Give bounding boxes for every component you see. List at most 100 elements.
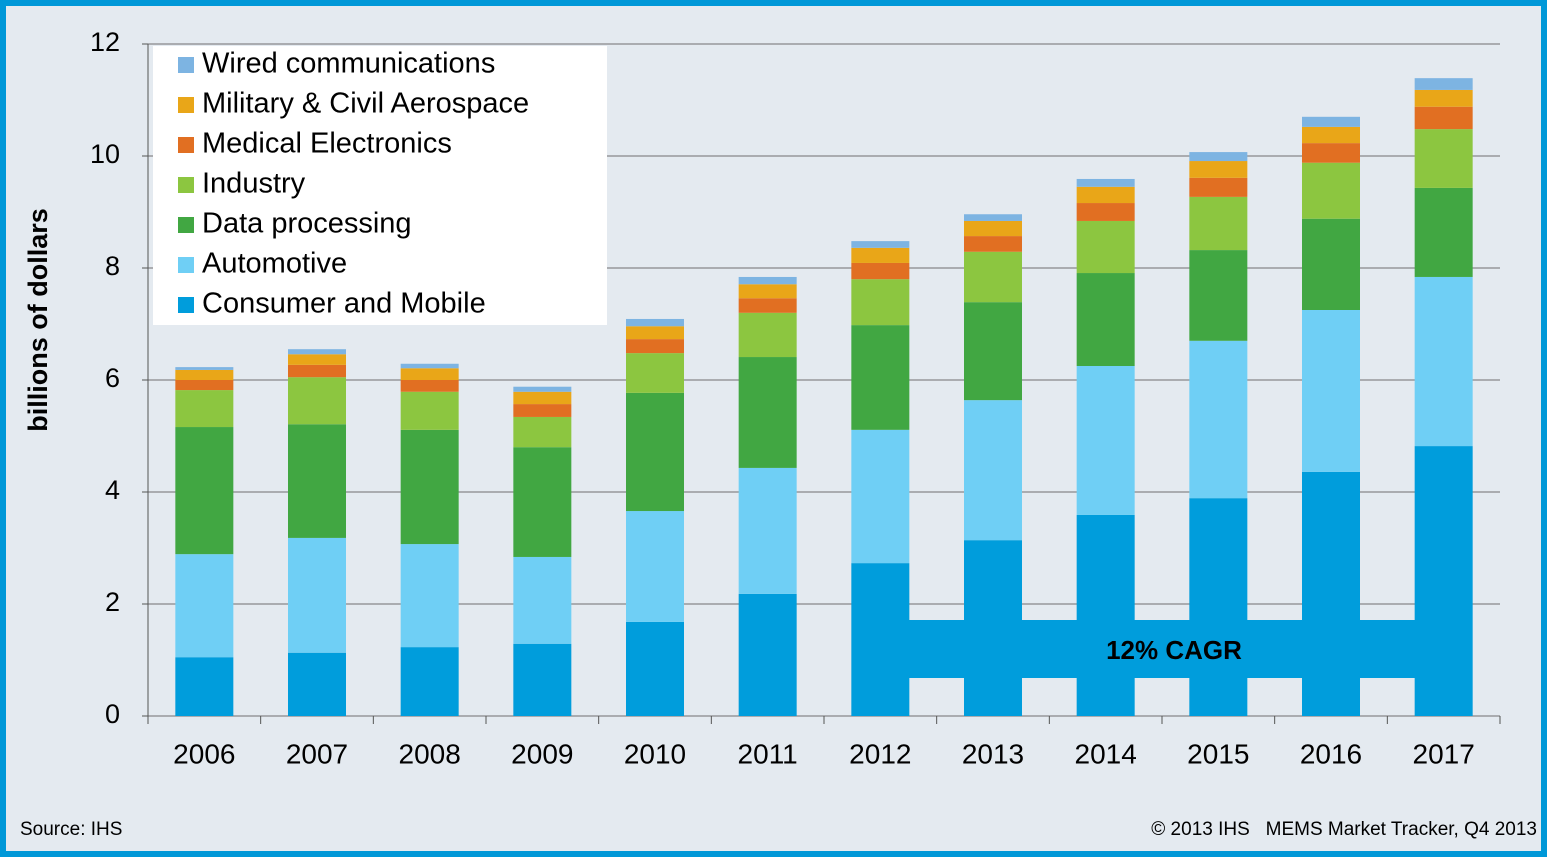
bar-segment	[851, 248, 909, 263]
x-tick-label: 2015	[1187, 738, 1249, 769]
y-tick-label: 0	[105, 699, 120, 729]
bar-segment	[513, 404, 571, 417]
bar-segment	[1302, 472, 1360, 716]
bar-segment	[1189, 197, 1247, 250]
legend-swatch	[178, 217, 194, 233]
bar-segment	[739, 313, 797, 357]
bar-segment	[851, 263, 909, 279]
bar-segment	[1415, 78, 1473, 90]
x-tick-label: 2008	[399, 738, 461, 769]
bar-segment	[288, 538, 346, 653]
bar-segment	[175, 390, 233, 427]
legend-label: Wired communications	[202, 48, 495, 80]
bar-segment	[964, 214, 1022, 221]
bar-segment	[513, 417, 571, 447]
bar-segment	[175, 657, 233, 716]
bar-segment	[739, 357, 797, 468]
bar-segment	[739, 468, 797, 594]
y-tick-label: 8	[105, 251, 120, 281]
bar-segment	[175, 380, 233, 390]
x-tick-label: 2013	[962, 738, 1024, 769]
bar-segment	[1302, 127, 1360, 143]
bar-segment	[288, 653, 346, 716]
bar-segment	[1302, 163, 1360, 219]
legend-swatch	[178, 97, 194, 113]
bar-segment	[288, 354, 346, 365]
legend-swatch	[178, 177, 194, 193]
bar-segment	[1415, 188, 1473, 277]
legend-label: Consumer and Mobile	[202, 288, 486, 320]
legend-swatch	[178, 257, 194, 273]
chart: 024681012 200620072008200920102011201220…	[0, 0, 1547, 857]
source: Source: IHS	[20, 819, 122, 840]
x-tick-label: 2006	[173, 738, 235, 769]
bar-segment	[1077, 221, 1135, 273]
bar-segment	[1302, 117, 1360, 127]
x-tick-label: 2012	[849, 738, 911, 769]
bar-segment	[1189, 178, 1247, 197]
x-tick-label: 2011	[738, 738, 798, 769]
bar-segment	[513, 392, 571, 404]
bar-segment	[1415, 129, 1473, 188]
bar-segment	[1077, 179, 1135, 187]
bar-segment	[626, 393, 684, 511]
bar-segment	[513, 644, 571, 716]
legend-swatch	[178, 57, 194, 73]
bar-segment	[851, 430, 909, 563]
legend-label: Military & Civil Aerospace	[202, 88, 529, 120]
bar-segment	[288, 424, 346, 538]
bar-segment	[401, 392, 459, 430]
bar-segment	[1077, 515, 1135, 716]
bar-segment	[401, 368, 459, 380]
legend-label: Automotive	[202, 248, 347, 280]
bar-segment	[175, 370, 233, 380]
credit: © 2013 IHS MEMS Market Tracker, Q4 2013	[1151, 819, 1537, 840]
bar-segment	[739, 284, 797, 298]
y-axis-label: billions of dollars	[23, 208, 53, 432]
bar-segment	[626, 511, 684, 622]
bar-segment	[1302, 143, 1360, 163]
bar-segment	[1415, 107, 1473, 129]
annotation: 12% CAGR	[1106, 635, 1242, 665]
bar-segment	[626, 339, 684, 353]
legend-swatch	[178, 137, 194, 153]
bar-segment	[964, 400, 1022, 540]
x-tick-label: 2017	[1413, 738, 1475, 769]
bar-segment	[964, 302, 1022, 400]
bar-segment	[1077, 203, 1135, 221]
bar-segment	[964, 252, 1022, 302]
x-tick-label: 2007	[286, 738, 348, 769]
bar-segment	[851, 325, 909, 430]
bar-segment	[739, 298, 797, 313]
bar-segment	[1302, 310, 1360, 472]
x-tick-label: 2009	[511, 738, 573, 769]
bar-segment	[513, 447, 571, 557]
bar-segment	[513, 557, 571, 644]
bar-segment	[1077, 273, 1135, 366]
bar-segment	[288, 365, 346, 377]
bar-segment	[1415, 277, 1473, 446]
legend-label: Industry	[202, 168, 306, 200]
bar-segment	[626, 326, 684, 339]
bar-segment	[626, 622, 684, 716]
bar-segment	[401, 380, 459, 392]
y-tick-label: 12	[90, 27, 120, 57]
y-tick-label: 6	[105, 363, 120, 393]
bar-segment	[288, 377, 346, 424]
bar-segment	[401, 544, 459, 647]
bar-segment	[1077, 366, 1135, 515]
x-tick-label: 2014	[1075, 738, 1137, 769]
bar-segment	[626, 353, 684, 393]
bar-segment	[401, 647, 459, 716]
legend-swatch	[178, 297, 194, 313]
bar-segment	[1415, 90, 1473, 107]
bar-segment	[626, 319, 684, 326]
bar-segment	[401, 430, 459, 544]
bar-segment	[1189, 250, 1247, 341]
bar-segment	[1189, 498, 1247, 716]
bar-segment	[288, 349, 346, 354]
bar-segment	[964, 236, 1022, 252]
bar-segment	[851, 279, 909, 325]
bar-segment	[1189, 341, 1247, 498]
legend-label: Data processing	[202, 208, 412, 240]
